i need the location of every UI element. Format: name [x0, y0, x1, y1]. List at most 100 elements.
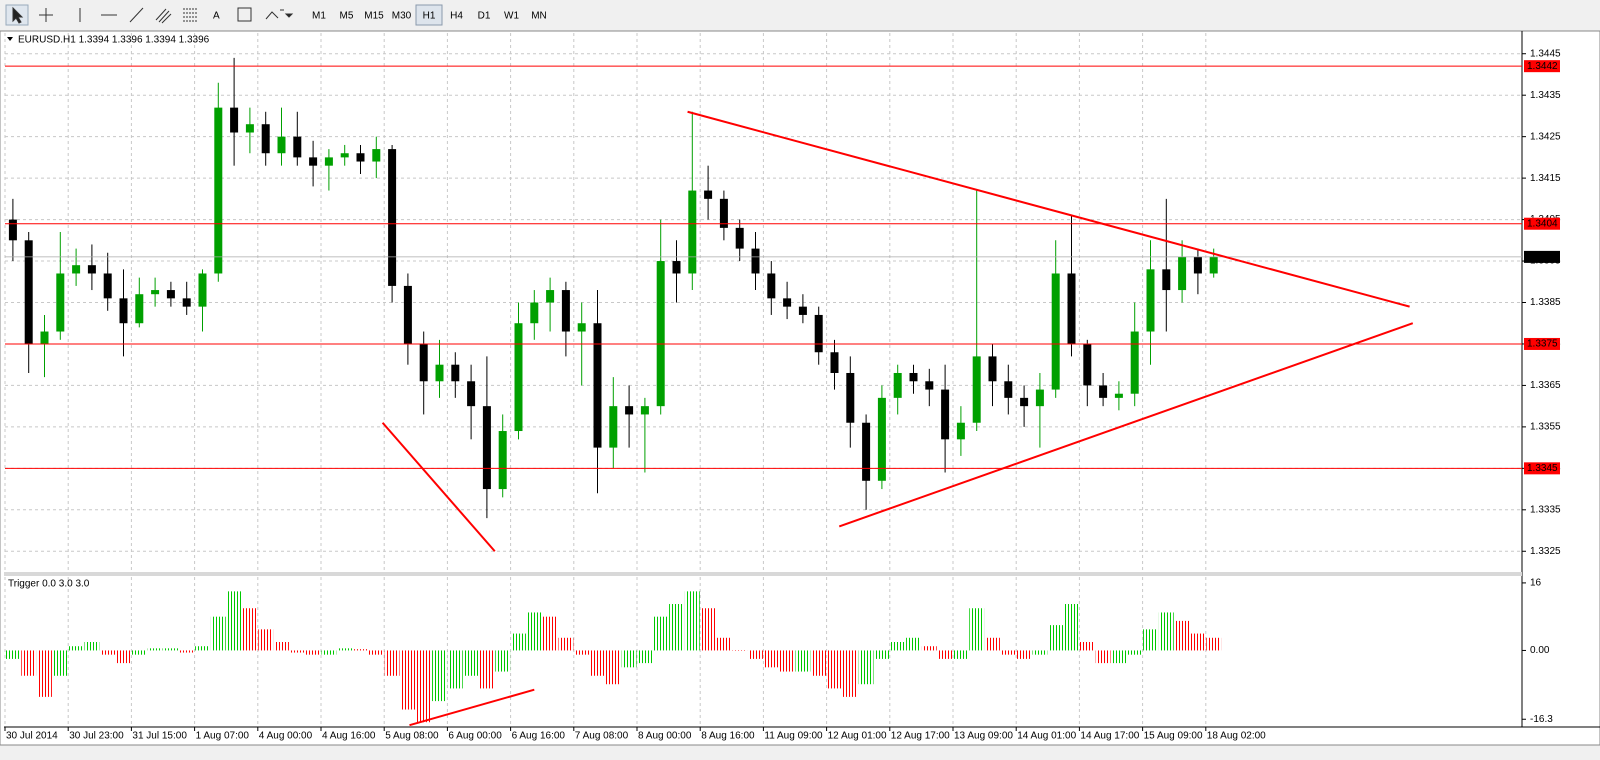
histogram-bar	[242, 608, 258, 651]
candle-body	[767, 273, 776, 299]
y-tick-label: 1.3385	[1530, 297, 1561, 308]
y-tick-label: 1.3335	[1530, 504, 1561, 515]
histogram-bar	[795, 650, 811, 672]
histogram-bar	[37, 650, 52, 697]
candle-body	[735, 227, 744, 249]
cursor-icon[interactable]	[12, 6, 24, 24]
candle-body	[277, 136, 286, 154]
drawing-tools: A	[5, 4, 294, 26]
timeframe-button[interactable]	[471, 5, 497, 25]
histogram-bar	[1000, 650, 1016, 655]
histogram-bar	[811, 650, 827, 676]
histogram-bar	[195, 646, 210, 651]
histogram-bar	[906, 637, 921, 651]
timeframe-button[interactable]	[333, 5, 360, 25]
histogram-bar	[226, 591, 242, 651]
crosshair-tool[interactable]	[39, 8, 53, 22]
timeframe-button[interactable]	[415, 4, 443, 26]
timeframe-button[interactable]	[388, 5, 415, 25]
histogram-bar	[684, 591, 700, 651]
timeframe-button[interactable]	[443, 5, 470, 25]
timeframe-label[interactable]: H1	[423, 11, 436, 22]
fibonacci-tool[interactable]	[183, 8, 198, 22]
candle-body	[561, 290, 570, 332]
timeframe-label[interactable]: M1	[312, 11, 326, 22]
candle-body	[656, 261, 665, 407]
histogram-bar	[400, 650, 416, 710]
candle-body	[1193, 256, 1202, 274]
timeframe-button[interactable]	[498, 5, 525, 25]
candle-body	[24, 240, 33, 344]
candle-body	[182, 298, 191, 307]
candle-body	[893, 372, 902, 398]
candle-body	[72, 265, 81, 274]
histogram-bar	[621, 650, 637, 668]
x-tick-label: 14 Aug 01:00	[1017, 731, 1076, 742]
timeframe-button[interactable]	[361, 5, 387, 25]
histogram-bar	[985, 637, 1000, 651]
timeframe-button[interactable]	[306, 5, 332, 25]
timeframe-button[interactable]	[526, 5, 552, 25]
trendline-tool[interactable]	[129, 7, 144, 23]
level-label: 1.3404	[1527, 218, 1558, 229]
histogram-bar	[353, 649, 368, 651]
candle-body	[419, 343, 428, 382]
x-tick-label: 6 Aug 16:00	[512, 731, 566, 742]
candle-body	[830, 352, 839, 373]
histogram-bar	[163, 648, 179, 651]
trendline	[409, 688, 535, 727]
histogram-bar	[921, 646, 937, 651]
candle-body	[261, 124, 270, 154]
trendline	[381, 422, 496, 552]
histogram-bar	[131, 650, 147, 655]
candle-body	[166, 290, 175, 299]
timeframe-label[interactable]: M30	[392, 11, 412, 22]
level-label: 1.3442	[1527, 61, 1558, 72]
candle-body	[956, 422, 965, 440]
timeframe-label[interactable]: H4	[450, 11, 463, 22]
candle-body	[356, 153, 365, 162]
candle-body	[309, 157, 318, 166]
timeframe-label[interactable]: W1	[504, 11, 519, 22]
y-tick-label: 1.3425	[1530, 131, 1561, 142]
timeframe-label[interactable]: M5	[340, 11, 354, 22]
histogram-bar	[637, 650, 653, 664]
candle-body	[530, 302, 539, 324]
candle-body	[1099, 385, 1108, 398]
x-tick-label: 4 Aug 00:00	[259, 731, 313, 742]
histogram-bar	[321, 650, 337, 655]
histogram-bar	[653, 616, 669, 651]
arrows-tool[interactable]	[265, 9, 284, 20]
y-tick-label: 1.3415	[1530, 173, 1561, 184]
candle-body	[214, 107, 223, 274]
histogram-bar	[84, 642, 100, 651]
histogram-bar	[52, 650, 68, 676]
candle-body	[8, 219, 17, 241]
histogram-bar	[1016, 650, 1032, 659]
timeframe-label[interactable]: M15	[364, 11, 384, 22]
y-tick-label: 1.3365	[1530, 380, 1561, 391]
x-tick-label: 31 Jul 15:00	[132, 731, 187, 742]
trendline	[687, 110, 1410, 308]
y-tick-label: 0.00	[1530, 645, 1550, 656]
candle-body	[87, 265, 96, 274]
candle-body	[1067, 273, 1076, 344]
dropdown-arrow[interactable]	[284, 13, 294, 18]
text-tool[interactable]: A	[213, 11, 220, 22]
histogram-bar	[1048, 625, 1064, 651]
timeframe-label[interactable]: D1	[478, 11, 491, 22]
toolbar	[0, 0, 1600, 30]
label-tool[interactable]	[237, 7, 252, 22]
symbol-menu[interactable]	[7, 37, 13, 41]
histogram-bar	[574, 650, 590, 655]
histogram-bar	[842, 650, 858, 697]
histogram-bar	[274, 642, 289, 651]
candle-body	[877, 397, 886, 481]
candle-body	[119, 298, 128, 324]
timeframe-label[interactable]: MN	[531, 11, 547, 22]
channel-tool[interactable]	[155, 8, 172, 24]
histogram-bar	[1111, 650, 1127, 664]
candle-body	[1035, 389, 1044, 407]
candle-body	[609, 406, 618, 448]
